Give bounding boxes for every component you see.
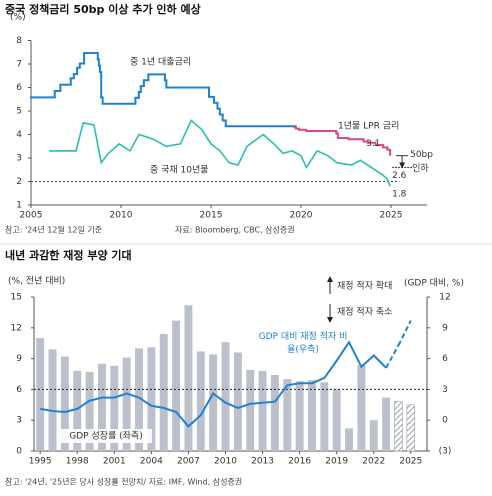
x-tick-label: 2022 <box>362 457 385 467</box>
bar <box>221 342 230 451</box>
x-tick-label: 2025 <box>380 211 403 221</box>
bar <box>308 380 316 451</box>
y-tick-label: 3 <box>16 154 22 164</box>
line-series <box>397 320 412 346</box>
label-box <box>60 429 152 443</box>
y-tick-label: 0 <box>16 447 22 457</box>
value-label: 1.8 <box>392 190 407 200</box>
bar <box>196 351 205 451</box>
series-label: 중 국채 10년물 <box>150 165 209 176</box>
y-tick-label: 1 <box>16 201 22 211</box>
series-label: GDP 성장률 (좌측) <box>69 431 142 442</box>
bar <box>36 338 45 451</box>
line-series <box>49 119 391 187</box>
bar <box>147 347 156 451</box>
y-tick-label: 8 <box>16 36 22 46</box>
value-label: 3.1 <box>366 139 380 149</box>
y2-axis-label: (GDP 대비, %) <box>404 278 464 289</box>
series-label: 중 1년 대출금리 <box>130 57 191 68</box>
series-label: GDP 대비 재정 적자 비율(우측) <box>258 332 348 355</box>
bar <box>406 404 416 452</box>
y-tick-label: 12 <box>11 323 22 333</box>
bar <box>357 364 366 451</box>
bar <box>122 357 131 451</box>
y2-tick-label: (3) <box>439 447 452 457</box>
bar <box>73 370 82 451</box>
bar <box>97 363 106 451</box>
bar <box>382 397 391 451</box>
annotation: 인하 <box>412 163 429 174</box>
x-tick-label: 1998 <box>66 457 89 467</box>
bar <box>110 365 119 451</box>
y2-tick-label: 12 <box>439 293 450 303</box>
bar <box>369 420 378 451</box>
bar <box>159 333 168 451</box>
x-tick-label: 2010 <box>214 457 237 467</box>
y-tick-label: 2 <box>16 177 22 187</box>
bar <box>394 401 403 452</box>
source: 참고: '24년, '25년은 당사 성장률 전망치/ 자료: IMF, Win… <box>5 477 242 487</box>
annotation: 50bp <box>410 150 433 160</box>
y-tick-label: 3 <box>16 416 22 426</box>
x-tick-label: 2001 <box>103 457 126 467</box>
x-tick-label: 2007 <box>177 457 200 467</box>
y-tick-label: 4 <box>16 130 22 140</box>
y2-tick-label: 0 <box>442 416 448 426</box>
y-tick-label: 6 <box>16 385 22 395</box>
y-axis-label: (%) <box>10 13 26 23</box>
y-tick-label: 15 <box>11 293 22 303</box>
bar <box>60 356 69 451</box>
note: 참고: '24년 12월 12일 기준 <box>5 225 102 235</box>
bar <box>270 375 279 451</box>
bar <box>85 371 94 451</box>
x-tick-label: 2005 <box>20 211 43 221</box>
line-connector <box>385 344 400 369</box>
bar <box>135 348 143 451</box>
chart-title: 중국 정책금리 50bp 이상 추가 인하 예상 <box>5 2 201 16</box>
annotation: 재정 적자 축소 <box>337 306 392 318</box>
bar <box>246 369 255 451</box>
annotation: 재정 적자 확대 <box>337 280 392 292</box>
x-tick-label: 2010 <box>110 211 133 221</box>
x-tick-label: 2016 <box>288 457 311 467</box>
y2-tick-label: 9 <box>442 323 448 333</box>
series-label: 1년물 LPR 금리 <box>338 121 399 132</box>
bar <box>258 370 267 451</box>
y-tick-label: 6 <box>16 83 22 93</box>
bar <box>233 352 242 451</box>
y-tick-label: 7 <box>16 60 22 70</box>
x-tick-label: 2025 <box>399 457 422 467</box>
target-label: 2.6 <box>392 171 407 181</box>
bar <box>283 379 292 451</box>
x-tick-label: 2019 <box>325 457 348 467</box>
bar <box>184 305 193 451</box>
bar <box>172 320 181 451</box>
x-tick-label: 1995 <box>29 457 52 467</box>
y2-tick-label: 6 <box>442 354 448 364</box>
bar <box>345 428 354 451</box>
line-series <box>40 340 387 428</box>
y2-tick-label: 3 <box>442 385 448 395</box>
x-tick-label: 2020 <box>290 211 313 221</box>
y-axis-label: (%, 전년 대비) <box>8 276 65 287</box>
bar <box>332 389 341 451</box>
y-tick-label: 5 <box>16 107 22 117</box>
source: 자료: Bloomberg, CBC, 삼성증권 <box>175 225 295 235</box>
x-tick-label: 2015 <box>200 211 223 221</box>
bar <box>320 382 329 451</box>
chart-title: 내년 과감한 재정 부양 기대 <box>5 248 132 262</box>
x-tick-label: 2013 <box>251 457 274 467</box>
x-tick-label: 2004 <box>140 457 163 467</box>
y-tick-label: 9 <box>16 354 22 364</box>
bar <box>209 354 218 451</box>
bar <box>48 349 57 451</box>
bar <box>295 381 304 451</box>
